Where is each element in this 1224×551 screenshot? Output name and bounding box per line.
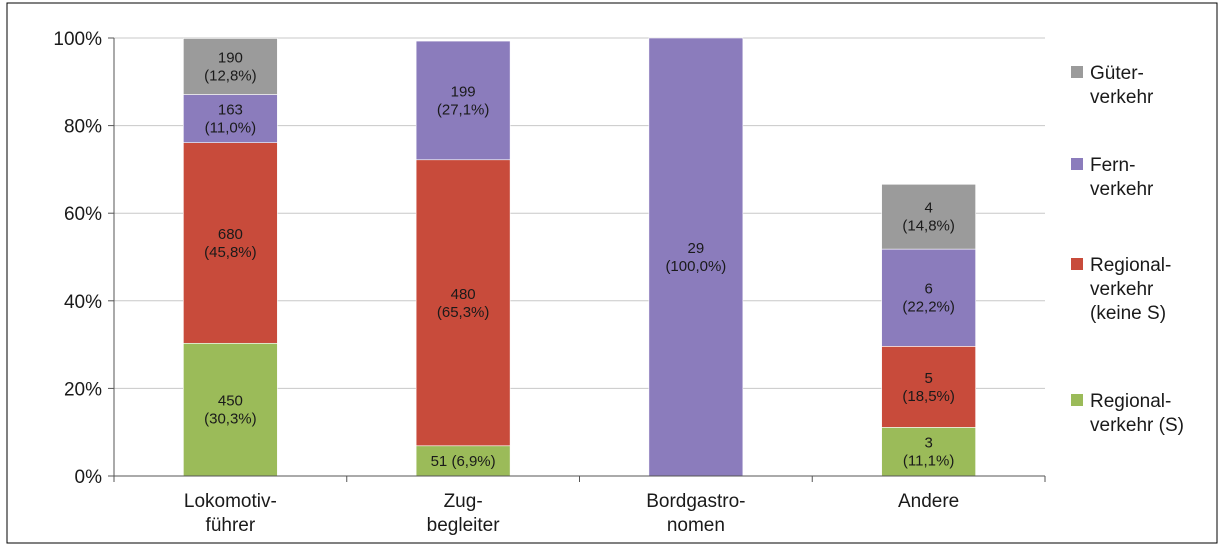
bar-segment [183, 38, 278, 95]
legend-label: Regional- [1090, 255, 1171, 276]
legend-label: Regional- [1090, 391, 1171, 412]
data-label: 163 [218, 102, 243, 119]
category-label: Zug- [444, 491, 483, 512]
category-label: Bordgastro- [646, 491, 745, 512]
data-label: 6 [924, 281, 932, 298]
data-label: 5 [924, 370, 932, 387]
bar-segment [415, 40, 511, 161]
legend: Güter-verkehr Fern-verkehr Regional-verkeh… [1071, 63, 1184, 436]
legend-label: Güter- [1090, 63, 1144, 84]
bar-segment [415, 159, 511, 447]
legend-label: verkehr [1090, 87, 1154, 108]
legend-label: (keine S) [1090, 303, 1166, 324]
data-label: 3 [924, 435, 932, 452]
bar-segment [881, 346, 976, 428]
category-label: führer [206, 515, 256, 536]
data-label: (11,1%) [903, 453, 954, 470]
data-label: (65,3%) [437, 304, 490, 321]
segment-labels: 450(30,3%) 680(45,8%) 163(11,0%) 190(12,8%)… [204, 49, 955, 469]
data-label: 4 [924, 200, 932, 217]
data-label: 51 (6,9%) [431, 453, 496, 470]
data-label: 450 [218, 393, 243, 410]
y-tick-label: 40% [64, 292, 102, 313]
category-label: Lokomotiv- [184, 491, 277, 512]
bars [183, 37, 976, 477]
data-label: (45,8%) [204, 244, 257, 261]
bar-segment [881, 427, 976, 477]
data-label: (14,8%) [902, 218, 955, 235]
y-tick-label: 80% [64, 117, 102, 138]
legend-label: verkehr [1090, 279, 1154, 300]
bar-segment [183, 142, 278, 344]
data-label: (30,3%) [204, 411, 257, 428]
data-label: (11,0%) [205, 120, 256, 137]
data-label: 190 [218, 49, 243, 66]
category-label: begleiter [427, 515, 501, 536]
data-label: 680 [218, 226, 243, 243]
bar-segment [881, 183, 976, 250]
legend-label: verkehr (S) [1090, 415, 1184, 436]
legend-swatch [1071, 258, 1083, 270]
bar-segment [648, 37, 744, 477]
y-tick-label: 0% [75, 467, 103, 488]
data-label: (18,5%) [902, 388, 955, 405]
data-label: (12,8%) [204, 67, 257, 84]
y-tick-labels: 0% 20% 40% 60% 80% 100% [53, 29, 102, 488]
axes [108, 37, 1046, 482]
y-tick-label: 100% [53, 29, 102, 50]
y-tick-label: 60% [64, 204, 102, 225]
legend-label: verkehr [1090, 179, 1154, 200]
legend-swatch [1071, 66, 1083, 78]
data-label: 480 [451, 286, 476, 303]
legend-label: Fern- [1090, 155, 1135, 176]
data-label: (27,1%) [437, 101, 490, 118]
bar-segment [881, 248, 976, 347]
y-tick-label: 20% [64, 379, 102, 400]
category-label: nomen [667, 515, 725, 536]
category-labels: Lokomotiv-führer Zug-begleiter Bordgastro-… [184, 491, 959, 536]
legend-swatch [1071, 158, 1083, 170]
bar-segment [183, 342, 278, 477]
data-label: 29 [688, 240, 705, 257]
category-label: Andere [898, 491, 959, 512]
data-label: (22,2%) [902, 299, 955, 316]
data-label: 199 [451, 83, 476, 100]
data-label: (100,0%) [665, 258, 726, 275]
legend-swatch [1071, 394, 1083, 406]
